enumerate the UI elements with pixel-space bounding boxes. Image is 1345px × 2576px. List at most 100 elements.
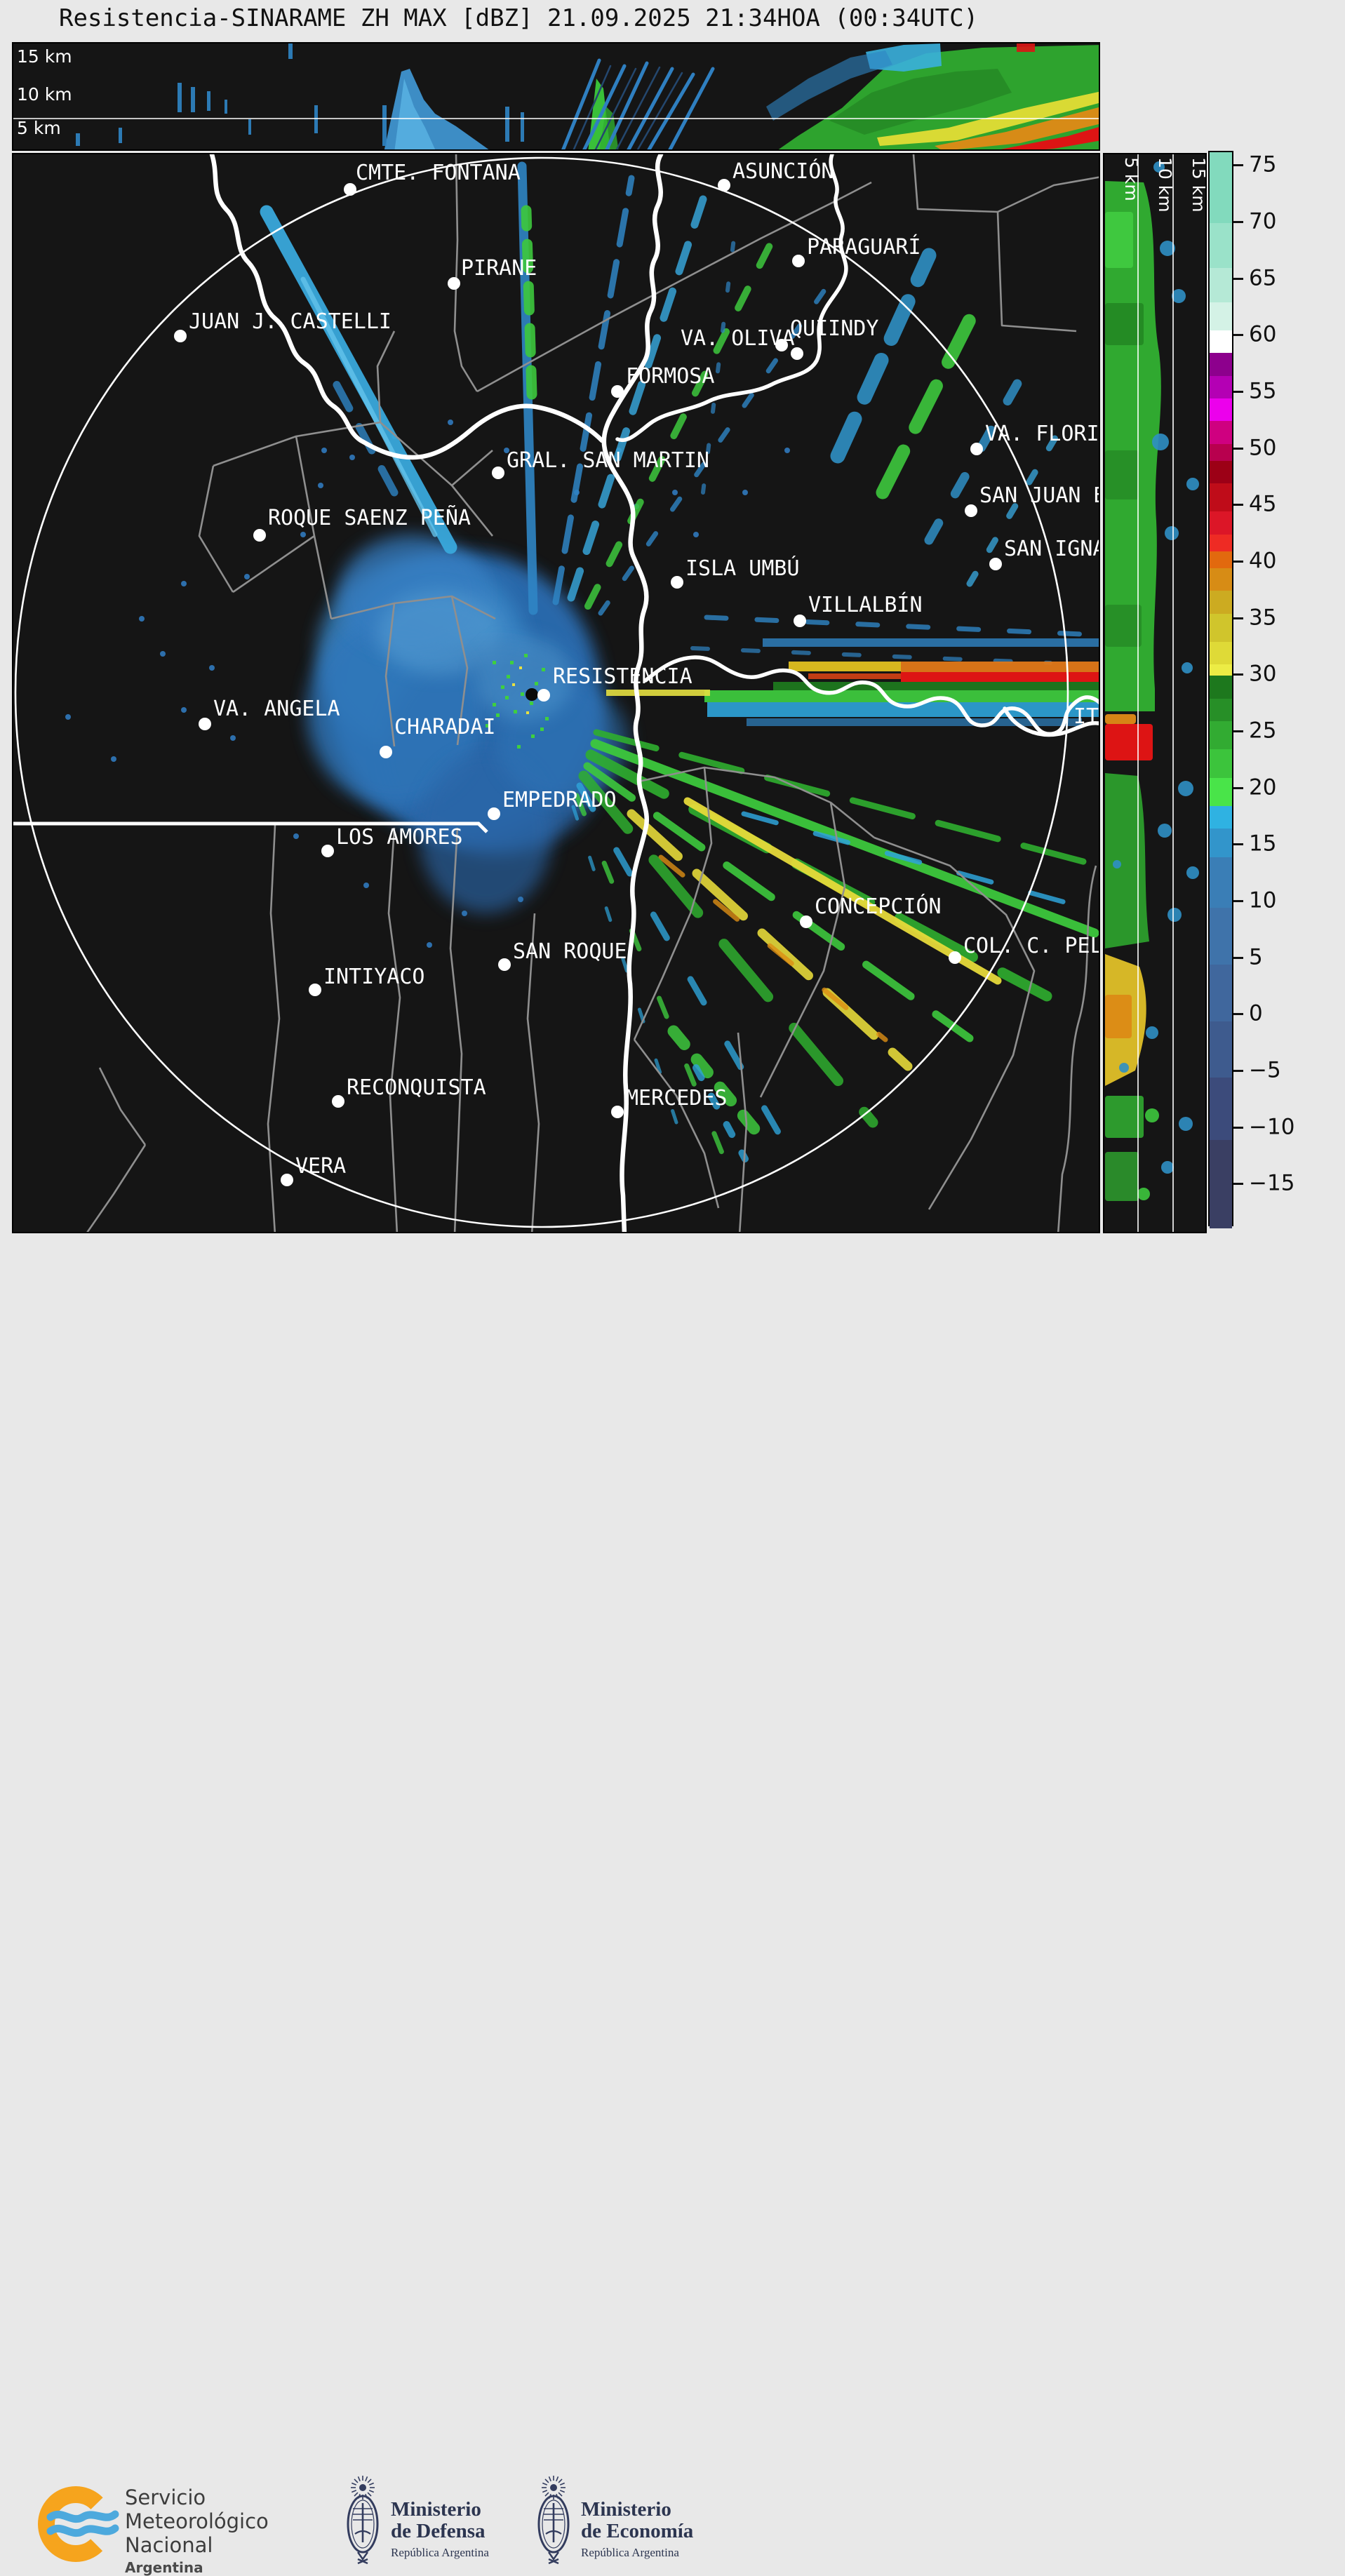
colorbar-tick-label: 70 bbox=[1249, 208, 1277, 234]
right-echo-dot bbox=[1186, 866, 1199, 879]
colorbar-segment bbox=[1210, 857, 1232, 908]
colorbar-segment bbox=[1210, 908, 1232, 965]
top-echo-beam bbox=[668, 67, 715, 149]
ministerio-defensa-wordmark: Ministerio de Defensa República Argentin… bbox=[391, 2498, 489, 2560]
city-dot bbox=[253, 529, 266, 542]
echo-speckle-yellow bbox=[526, 711, 529, 714]
right-echo-dot bbox=[1113, 860, 1121, 868]
city-label: PARAGUARÍ bbox=[807, 235, 921, 260]
colorbar-tick bbox=[1233, 956, 1243, 959]
city-dot bbox=[321, 845, 334, 857]
province-border bbox=[912, 154, 1077, 333]
echo-beam bbox=[667, 1025, 767, 1143]
city-dot bbox=[537, 689, 550, 702]
colorbar-tick-label: 50 bbox=[1249, 435, 1277, 461]
echo-east-band bbox=[606, 690, 710, 696]
echo-beam bbox=[741, 811, 1099, 915]
colorbar-tick-label: 65 bbox=[1249, 265, 1277, 291]
city-label: CHARADAI bbox=[394, 715, 496, 739]
city-dot bbox=[492, 467, 504, 479]
echo-speckle-green bbox=[530, 702, 533, 705]
colorbar-segment bbox=[1210, 511, 1232, 535]
economia-line2: de Economía bbox=[581, 2520, 694, 2543]
province-border bbox=[198, 465, 234, 593]
colorbar-segment bbox=[1210, 268, 1232, 303]
top-echo-dash bbox=[248, 119, 251, 135]
footer: Servicio Meteorológico Nacional Argentin… bbox=[0, 1235, 1345, 2576]
echo-speckle bbox=[742, 490, 748, 495]
top-echo-dash bbox=[119, 128, 122, 143]
echo-blob bbox=[377, 591, 503, 675]
echo-speckle bbox=[300, 532, 306, 537]
city-dot bbox=[970, 443, 983, 455]
echo-east-band bbox=[773, 682, 1099, 690]
echo-speckle-yellow bbox=[512, 683, 515, 686]
right-echo bbox=[1105, 605, 1142, 647]
city-label: ROQUE SAENZ PEÑA bbox=[268, 506, 471, 530]
echo-beam bbox=[593, 729, 1099, 869]
city-label: VA. OLIVA bbox=[681, 326, 795, 351]
top-echo bbox=[935, 107, 1099, 149]
colorbar-segment bbox=[1210, 398, 1232, 422]
colorbar-segment bbox=[1210, 698, 1232, 722]
right-echo-dot bbox=[1160, 241, 1175, 256]
colorbar-tick bbox=[1233, 164, 1243, 167]
echo-speckle-green bbox=[501, 685, 504, 689]
smn-country: Argentina bbox=[125, 2558, 203, 2576]
echo-beam bbox=[924, 361, 1032, 545]
echo-speckle-green bbox=[514, 710, 517, 713]
echo-beam bbox=[701, 213, 739, 495]
echo-beam bbox=[578, 770, 878, 1128]
province-border bbox=[638, 766, 875, 839]
right-echo-dot bbox=[1165, 526, 1179, 540]
city-label: PIRANE bbox=[461, 256, 537, 281]
city-label: RECONQUISTA bbox=[347, 1075, 486, 1100]
colorbar-tick-label: 30 bbox=[1249, 661, 1277, 687]
echo-east-band bbox=[704, 690, 1099, 702]
colorbar-segment bbox=[1210, 805, 1232, 829]
echo-speckle bbox=[65, 714, 71, 720]
right-echo-dot bbox=[1172, 289, 1186, 303]
province-border bbox=[450, 596, 469, 746]
province-border bbox=[453, 154, 479, 392]
city-label: INTIYACO bbox=[323, 965, 425, 989]
colorbar-tick-label: 45 bbox=[1249, 491, 1277, 517]
colorbar-segment bbox=[1210, 302, 1232, 331]
echo-speckle-green bbox=[505, 696, 509, 699]
height-axis-label: 5 km bbox=[1121, 157, 1142, 201]
smn-wordmark: Servicio Meteorológico Nacional Argentin… bbox=[125, 2486, 269, 2576]
right-echo-dot bbox=[1146, 1026, 1158, 1039]
top-echo-beam bbox=[582, 64, 627, 149]
echo-east-band bbox=[789, 662, 901, 671]
vertical-cross-section-top: 15 km 10 km 5 km bbox=[12, 42, 1100, 151]
colorbar-tick bbox=[1233, 220, 1243, 223]
right-echo bbox=[1105, 714, 1136, 724]
top-echo-beam bbox=[594, 67, 637, 149]
city-dot bbox=[344, 183, 356, 196]
province-border bbox=[633, 1039, 720, 1209]
top-echo bbox=[394, 79, 436, 149]
right-echo-dot bbox=[1178, 781, 1193, 796]
colorbar-segment bbox=[1210, 222, 1232, 269]
city-label: MERCEDES bbox=[626, 1086, 728, 1111]
top-echo-dash bbox=[314, 105, 318, 133]
colorbar-tick-label: 40 bbox=[1249, 548, 1277, 574]
colorbar-tick bbox=[1233, 900, 1243, 903]
colorbar-tick-label: 60 bbox=[1249, 321, 1277, 347]
province-border bbox=[759, 802, 846, 1098]
colorbar-segment bbox=[1210, 443, 1232, 462]
smn-logo-icon bbox=[38, 2486, 119, 2562]
city-dot bbox=[989, 558, 1002, 570]
right-echo-dot bbox=[1137, 1188, 1150, 1200]
right-echo-dot bbox=[1119, 1063, 1129, 1073]
top-echo bbox=[1001, 127, 1099, 149]
echo-beam bbox=[704, 615, 1085, 637]
city-dot bbox=[611, 385, 624, 398]
city-dot bbox=[800, 915, 812, 928]
city-label: COL. C. PELLEGRINI bbox=[963, 934, 1099, 958]
top-echo-dash bbox=[288, 43, 293, 59]
echo-speckle bbox=[448, 420, 453, 425]
dbz-colorbar bbox=[1208, 151, 1233, 1228]
province-border bbox=[267, 824, 281, 1232]
colorbar-segment bbox=[1210, 330, 1232, 354]
